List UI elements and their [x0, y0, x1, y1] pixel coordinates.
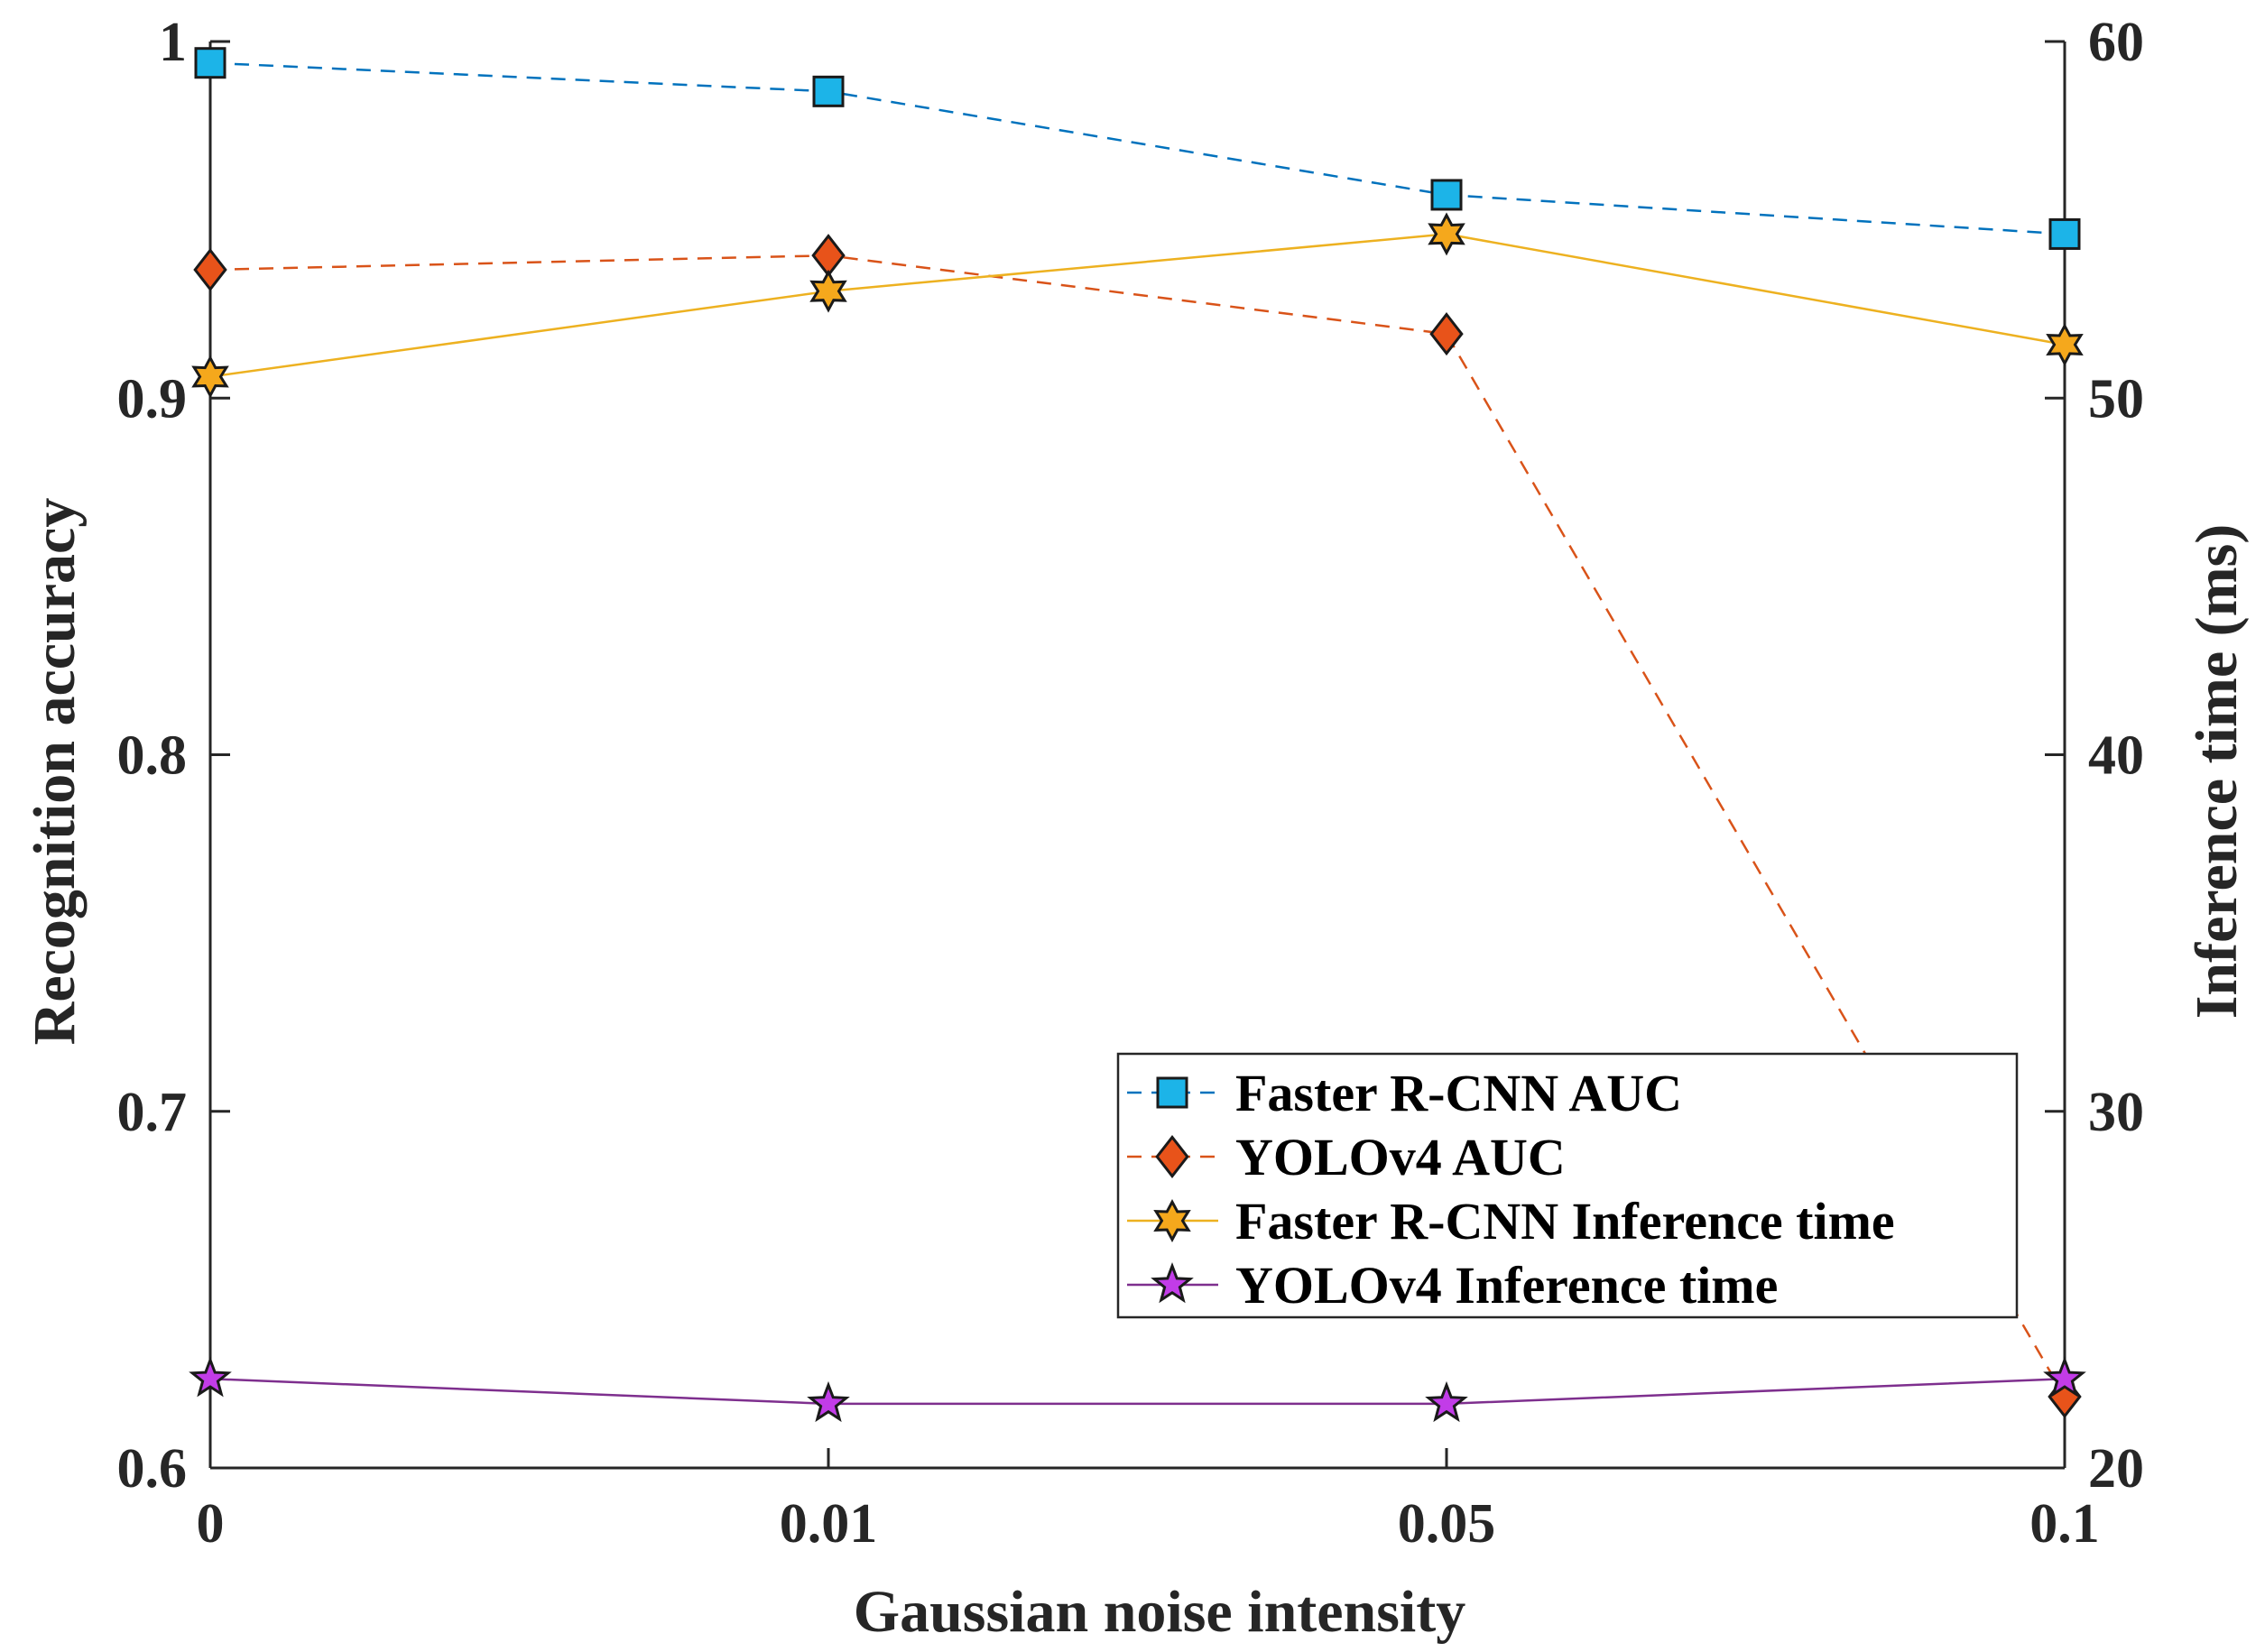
yolov4-inference-time-point	[807, 1380, 850, 1423]
right-y-tick-label: 60	[2088, 12, 2144, 73]
left-y-tick-label: 0.6	[117, 1438, 188, 1500]
faster-r-cnn-auc-point	[194, 47, 226, 79]
left-y-axis-ticks: 0.6 0.7 0.8 0.9 1	[117, 12, 230, 1500]
legend-label-yolov4-auc: YOLOv4 AUC	[1235, 1128, 1566, 1186]
faster-r-cnn-inference-time-point	[2046, 323, 2084, 366]
right-y-axis-title: Inference time (ms)	[2184, 524, 2250, 1020]
right-y-tick-label: 40	[2088, 725, 2144, 787]
x-axis-title: Gaussian noise intensity	[854, 1579, 1466, 1645]
x-tick-label: 0.01	[780, 1493, 878, 1555]
x-tick-label: 0.05	[1398, 1493, 1496, 1555]
legend-label-faster-r-cnn-auc: Faster R-CNN AUC	[1235, 1064, 1682, 1122]
faster-r-cnn-inference-time-point	[191, 355, 229, 399]
faster-r-cnn-inference-time-point	[1428, 212, 1465, 256]
x-tick-label: 0.1	[2029, 1493, 2100, 1555]
legend-box	[1116, 1052, 2019, 1319]
right-y-tick-label: 50	[2088, 368, 2144, 429]
faster-r-cnn-auc-line	[209, 61, 2066, 235]
legend-marker-faster-r-cnn-inference-time	[1153, 1199, 1191, 1242]
left-y-axis-title: Recognition accuracy	[22, 498, 88, 1046]
yolov4-inference-time-line	[209, 1377, 2066, 1406]
series-lines	[209, 61, 2066, 1406]
right-y-tick-label: 30	[2088, 1082, 2144, 1143]
faster-r-cnn-auc-point	[812, 75, 845, 107]
left-y-tick-label: 0.8	[117, 725, 188, 787]
left-y-tick-label: 0.9	[117, 368, 188, 429]
faster-r-cnn-auc-point	[2048, 217, 2081, 250]
left-y-tick-label: 1	[159, 12, 187, 73]
yolov4-auc-line	[209, 254, 2066, 1398]
legend-label-yolov4-inference-time: YOLOv4 Inference time	[1235, 1256, 1778, 1315]
x-axis-ticks: 0 0.01 0.05 0.1	[197, 1448, 2100, 1555]
faster-r-cnn-inference-time-line	[209, 233, 2066, 378]
legend-marker-yolov4-inference-time	[1151, 1261, 1194, 1304]
yolov4-auc-point	[1429, 312, 1464, 356]
faster-r-cnn-auc-point	[1430, 179, 1463, 211]
yolov4-inference-time-point	[2043, 1356, 2086, 1398]
series-markers	[189, 47, 2086, 1423]
right-y-axis-ticks: 20 30 40 50 60	[2045, 12, 2144, 1500]
right-y-tick-label: 20	[2088, 1438, 2144, 1500]
legend-marker-yolov4-auc	[1155, 1134, 1189, 1179]
left-y-tick-label: 0.7	[117, 1082, 188, 1143]
legend: Faster R-CNN AUC YOLOv4 AUC Faster R-CNN I…	[1116, 1052, 2019, 1319]
legend-label-faster-r-cnn-inference-time: Faster R-CNN Inference time	[1235, 1192, 1895, 1251]
yolov4-inference-time-point	[1425, 1380, 1468, 1423]
x-tick-label: 0	[197, 1493, 225, 1555]
faster-r-cnn-inference-time-point	[809, 269, 847, 313]
yolov4-auc-point	[193, 247, 227, 292]
yolov4-inference-time-point	[189, 1356, 232, 1398]
legend-marker-faster-r-cnn-auc	[1156, 1076, 1188, 1109]
